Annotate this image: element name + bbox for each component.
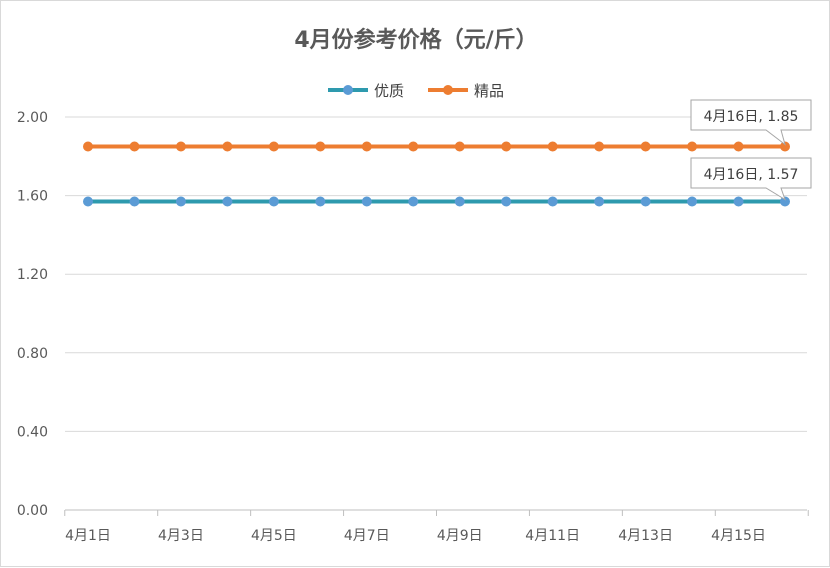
legend-swatch-marker xyxy=(343,85,353,95)
data-point xyxy=(175,196,186,207)
series-0 xyxy=(83,196,790,207)
data-callout: 4月16日, 1.85 xyxy=(690,99,812,146)
data-point xyxy=(83,141,93,152)
data-point xyxy=(175,141,186,152)
data-callouts: 4月16日, 1.85 4月16日, 1.57 xyxy=(690,99,812,201)
data-point xyxy=(408,141,419,152)
y-tick-label: 0.80 xyxy=(17,346,48,362)
data-point xyxy=(315,196,326,207)
data-callout: 4月16日, 1.57 xyxy=(690,157,812,201)
data-point xyxy=(222,196,233,207)
data-point xyxy=(594,141,605,152)
data-point xyxy=(129,141,140,152)
x-axis: 4月1日 4月3日 4月5日 4月7日 4月9日 4月11日 4月13日 4月15日 xyxy=(64,510,809,544)
callout-box xyxy=(690,99,812,146)
callout-label: 4月16日, 1.57 xyxy=(704,167,799,183)
legend-label: 优质 xyxy=(374,82,404,100)
data-point xyxy=(640,196,651,207)
data-point xyxy=(454,196,465,207)
x-tick-label: 4月13日 xyxy=(618,528,673,544)
legend-swatch-marker xyxy=(443,85,453,95)
callout-box xyxy=(690,157,812,201)
data-point xyxy=(687,196,698,207)
x-tick-label: 4月5日 xyxy=(251,528,297,544)
data-point xyxy=(268,196,279,207)
y-tick-label: 1.20 xyxy=(17,267,48,283)
x-tick-label: 4月9日 xyxy=(437,528,483,544)
legend: 优质 精品 xyxy=(328,82,504,100)
x-tick-label: 4月1日 xyxy=(65,528,111,544)
legend-item: 优质 xyxy=(328,82,404,100)
x-tick-label: 4月7日 xyxy=(344,528,390,544)
x-tick-label: 4月15日 xyxy=(711,528,766,544)
data-point xyxy=(547,141,558,152)
data-point xyxy=(780,196,790,207)
chart-title: 4月份参考价格（元/斤） xyxy=(294,27,537,53)
series-layer xyxy=(83,141,790,207)
x-tick-label: 4月3日 xyxy=(158,528,204,544)
data-point xyxy=(594,196,605,207)
y-tick-label: 0.00 xyxy=(17,503,48,519)
data-point xyxy=(361,141,372,152)
data-point xyxy=(640,141,651,152)
data-point xyxy=(454,141,465,152)
series-1 xyxy=(83,141,790,152)
data-point xyxy=(501,141,512,152)
data-point xyxy=(547,196,558,207)
data-point xyxy=(733,141,744,152)
data-point xyxy=(268,141,279,152)
data-point xyxy=(83,196,93,207)
data-point xyxy=(222,141,233,152)
y-tick-label: 0.40 xyxy=(17,424,48,440)
y-tick-label: 2.00 xyxy=(17,110,48,126)
legend-label: 精品 xyxy=(474,82,504,100)
data-point xyxy=(361,196,372,207)
data-point xyxy=(780,141,790,152)
data-point xyxy=(315,141,326,152)
data-point xyxy=(129,196,140,207)
callout-label: 4月16日, 1.85 xyxy=(704,109,799,125)
data-point xyxy=(733,196,744,207)
data-point xyxy=(408,196,419,207)
y-tick-label: 1.60 xyxy=(17,189,48,205)
data-point xyxy=(501,196,512,207)
data-point xyxy=(687,141,698,152)
y-axis: 0.00 0.40 0.80 1.20 1.60 2.00 xyxy=(17,110,48,519)
x-tick-label: 4月11日 xyxy=(525,528,580,544)
legend-item: 精品 xyxy=(428,82,504,100)
